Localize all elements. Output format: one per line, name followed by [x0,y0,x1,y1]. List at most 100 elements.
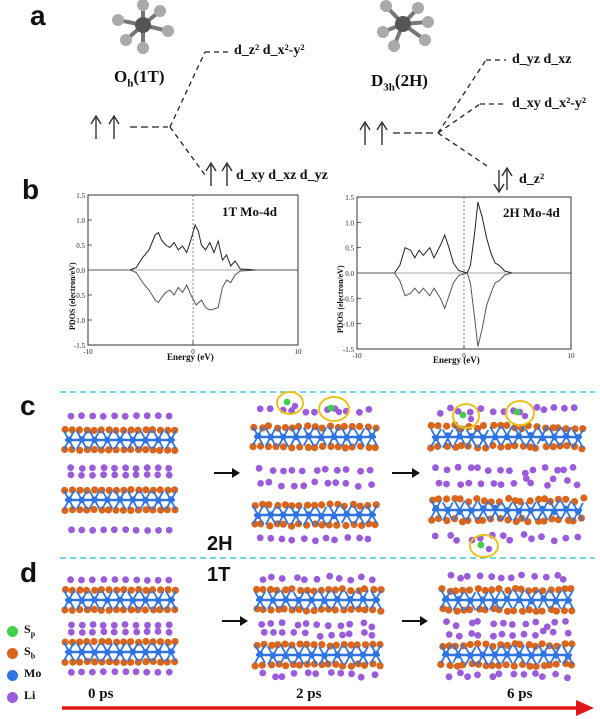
li-atom [132,621,140,629]
s-atom [509,607,518,615]
mo-atom [432,504,440,512]
mo-atom [479,596,486,603]
li-atom [143,464,151,472]
li-atom [267,534,275,542]
li-atom [538,533,545,541]
s-atom [538,607,546,615]
mo-atom [330,433,338,440]
chart1-title: 1T Mo-4d [222,204,278,219]
li-atom [301,629,309,637]
mo-atom [295,652,302,659]
s-atom [535,495,543,503]
li-atom [490,620,498,628]
li-atom [445,673,453,681]
li-atom [88,576,96,584]
li-atom [272,673,279,681]
mo-atom [503,595,511,602]
li-atom [366,466,374,474]
legend-li-dot [7,692,18,703]
li-atom [89,464,96,472]
li-atom [573,481,581,489]
li-atom [432,464,439,472]
s-atom [120,446,128,454]
s-atom [504,443,512,451]
li-atom [301,576,308,584]
s-atom [377,586,385,594]
s-atom [495,498,503,506]
mo-atom [104,596,111,604]
y-tick-label: 0.0 [345,270,354,278]
mo-atom [503,433,511,441]
s-atom [547,586,555,594]
li-atom [564,629,572,637]
y-tick-label: -1.5 [343,346,355,354]
s-atom [364,423,372,431]
s-atom [149,486,157,494]
s-atom [552,607,561,615]
s-atom [163,606,171,614]
li-atom [357,673,365,681]
sp-atom [477,541,485,549]
s-atom [554,516,563,524]
mo-atom [129,648,136,655]
li-atom [67,412,75,420]
s-atom [127,426,135,434]
li-atom [539,627,547,635]
s-atom [83,638,91,646]
li-atom [165,668,173,676]
spin-down-line [88,269,298,311]
s-atom [503,607,512,615]
s-atom [279,443,288,451]
s-atom [76,586,84,594]
s-atom [324,605,333,613]
s-atom [495,585,503,593]
li-atom [477,480,485,488]
mo-atom [321,652,328,659]
s-atom [163,506,171,514]
li-atom [468,630,476,637]
sp-atom [513,408,521,416]
li-atom [67,576,74,584]
li-atom [497,481,505,488]
s-atom [479,422,487,430]
li-atom [454,463,462,471]
mo-atom [129,597,136,604]
mo-atom [91,496,98,503]
li-atom [468,619,476,627]
li-atom [521,469,529,477]
panel-label-c: c [20,390,36,421]
mo-atom [356,511,363,518]
mo-atom [515,507,522,515]
li-atom [122,526,130,533]
mo-atom [359,595,367,603]
highlight-circle [452,403,480,429]
mo-atom [280,433,287,441]
arrow-c-2 [392,468,420,478]
s-atom [516,640,524,649]
li-atom [357,467,364,475]
mo-atom [563,505,570,513]
li-atom [342,466,350,473]
d3h-molecule-icon [377,0,434,52]
s-atom [332,660,340,668]
mo-atom [104,496,111,504]
mo-atom [155,597,162,604]
mo-atom [142,497,149,504]
mo-atom [480,434,487,441]
li-atom [144,621,151,629]
li-atom [100,526,107,534]
s-atom [338,585,346,593]
s-atom [437,660,445,669]
s-atom [127,586,135,594]
li-atom [89,412,97,420]
panel-a-diagram [90,0,513,194]
mo-atom [480,505,487,512]
li-atom [302,620,310,627]
s-atom [90,446,98,454]
mo-atom [256,595,264,603]
s-atom [445,642,453,650]
li-atom [154,471,162,479]
mo-atom [467,652,474,659]
s-atom [61,658,69,666]
